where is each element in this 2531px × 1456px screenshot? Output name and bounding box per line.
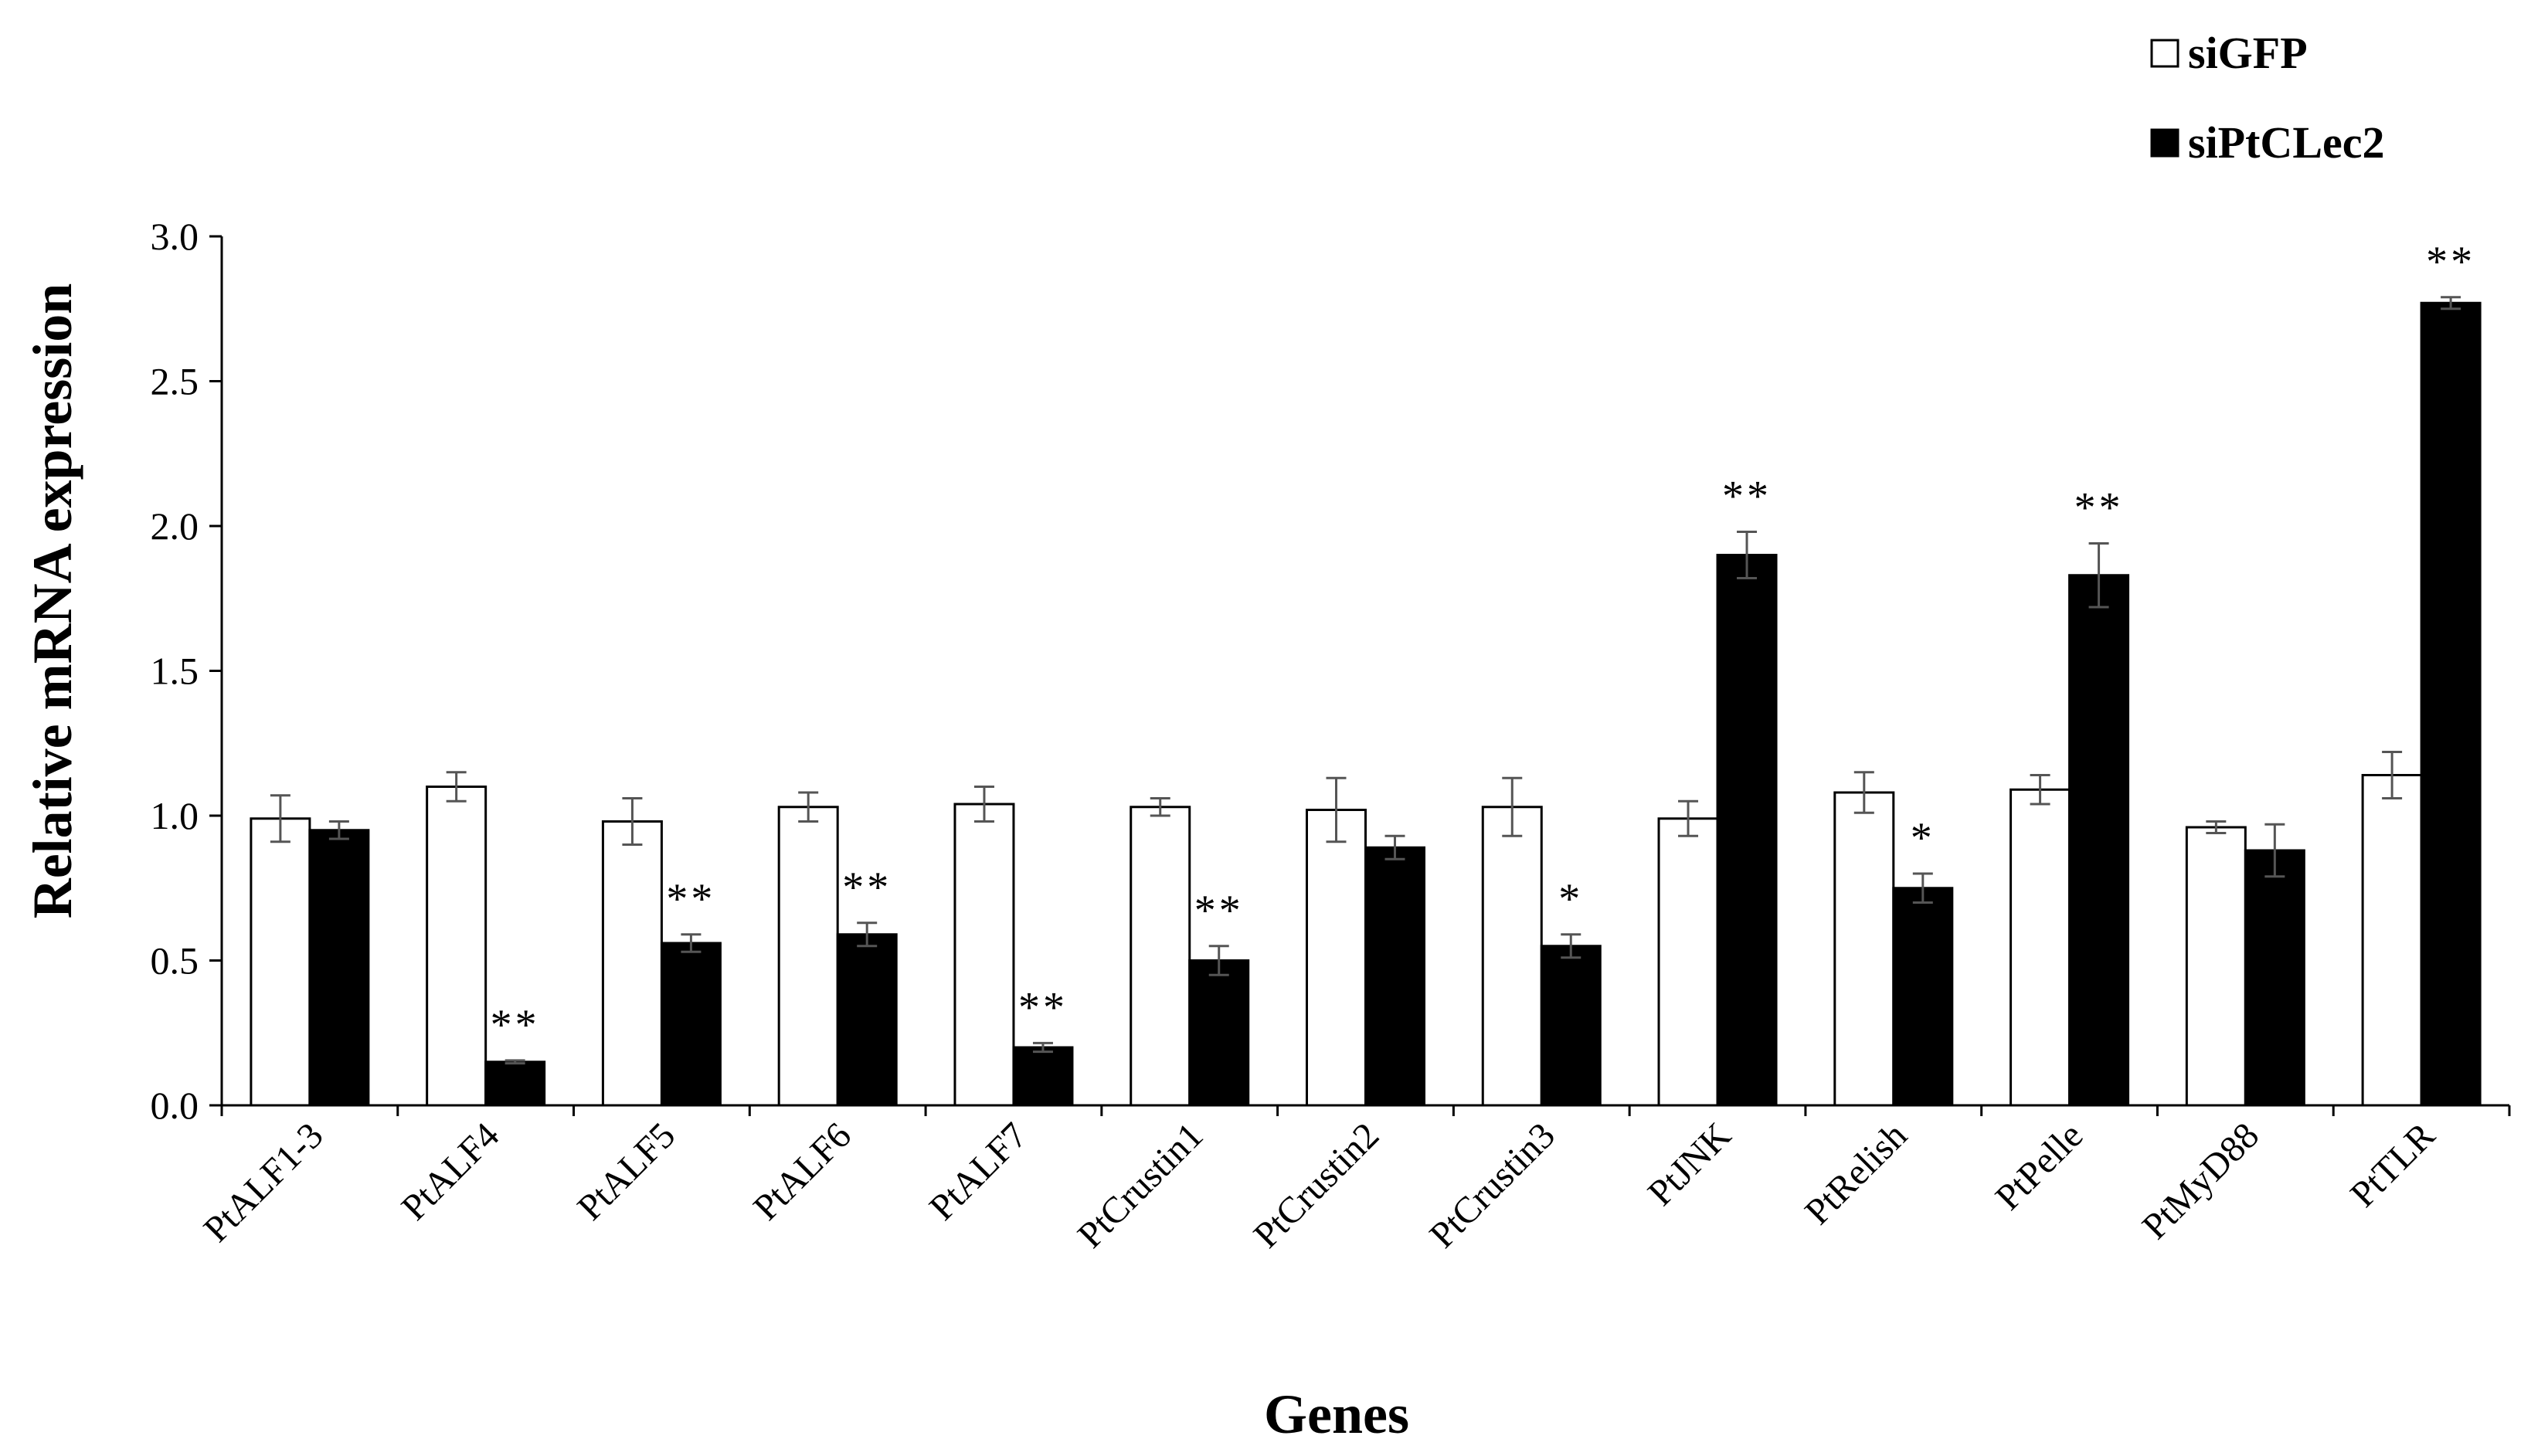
bar-sigfp [2185, 826, 2247, 1107]
x-tick-label: PtCrustin1 [1070, 1115, 1211, 1256]
y-tick-label: 0.0 [151, 1084, 199, 1127]
axis-labels: Relative mRNA expression Genes [22, 283, 1409, 1445]
x-tick-label: PtTLR [2342, 1115, 2443, 1215]
significance-label: ** [2426, 238, 2475, 286]
bar-siptclec2 [1012, 1046, 1074, 1107]
bar-sigfp [250, 817, 311, 1107]
significance-label: * [1558, 875, 1583, 923]
bar-siptclec2 [660, 942, 722, 1107]
bar-sigfp [1306, 809, 1367, 1107]
bar-sigfp [1130, 806, 1191, 1107]
bar-sigfp [1833, 791, 1895, 1107]
x-tick-label: PtJNK [1640, 1115, 1739, 1213]
x-tick-label: PtALF4 [394, 1115, 508, 1228]
bar-siptclec2 [1716, 554, 1778, 1107]
bar-sigfp [1657, 817, 1719, 1107]
significance-label: * [1911, 814, 1935, 862]
bar-siptclec2 [1188, 959, 1250, 1107]
significance-label: ** [491, 1001, 540, 1049]
bar-sigfp [1481, 806, 1543, 1107]
x-tick-label: PtRelish [1797, 1115, 1915, 1233]
x-tick-label: PtCrustin2 [1246, 1115, 1388, 1256]
bars: PtALF1-3**PtALF4**PtALF5**PtALF6**PtALF7… [196, 238, 2482, 1256]
significance-label: ** [842, 864, 892, 911]
x-tick-label: PtALF1-3 [196, 1115, 331, 1250]
bar-sigfp [601, 820, 663, 1107]
y-tick-label: 1.5 [151, 650, 199, 693]
x-axis-title: Genes [1264, 1383, 1409, 1445]
significance-label: ** [1018, 983, 1068, 1031]
bar-sigfp [777, 806, 839, 1107]
x-tick-label: PtALF6 [746, 1115, 859, 1228]
bar-siptclec2 [836, 933, 898, 1107]
bar-siptclec2 [484, 1061, 546, 1107]
bar-siptclec2 [1540, 945, 1602, 1107]
significance-label: ** [666, 875, 715, 923]
y-tick-label: 3.0 [151, 215, 199, 258]
bar-siptclec2 [2244, 849, 2305, 1107]
legend-label-siptclec2: siPtCLec2 [2188, 117, 2385, 168]
legend-swatch-siptclec2 [2150, 128, 2179, 158]
bar-sigfp [426, 786, 488, 1107]
significance-label: ** [1722, 473, 1772, 521]
bar-siptclec2 [1364, 846, 1425, 1107]
y-tick-label: 2.0 [151, 504, 199, 548]
x-tick-label: PtMyD88 [2135, 1115, 2267, 1247]
legend-swatch-sigfp [2150, 39, 2179, 68]
bar-siptclec2 [308, 829, 370, 1107]
y-axis-title: Relative mRNA expression [22, 283, 83, 919]
legend-label-sigfp: siGFP [2188, 28, 2308, 78]
x-tick-label: PtCrustin3 [1422, 1115, 1563, 1256]
y-tick-label: 1.0 [151, 794, 199, 837]
y-tick-label: 0.5 [151, 939, 199, 983]
bar-sigfp [2361, 774, 2423, 1107]
significance-label: ** [1194, 887, 1244, 935]
bar-sigfp [953, 803, 1015, 1107]
bar-siptclec2 [2420, 301, 2482, 1107]
bar-sigfp [2010, 788, 2071, 1107]
x-tick-label: PtPelle [1988, 1115, 2091, 1218]
significance-label: ** [2074, 484, 2124, 532]
x-tick-label: PtALF5 [569, 1115, 683, 1228]
x-tick-label: PtALF7 [922, 1115, 1035, 1228]
y-tick-label: 2.5 [151, 360, 199, 403]
bar-siptclec2 [1892, 887, 1954, 1107]
legend: siGFP siPtCLec2 [2150, 28, 2385, 168]
bar-siptclec2 [2068, 574, 2130, 1107]
